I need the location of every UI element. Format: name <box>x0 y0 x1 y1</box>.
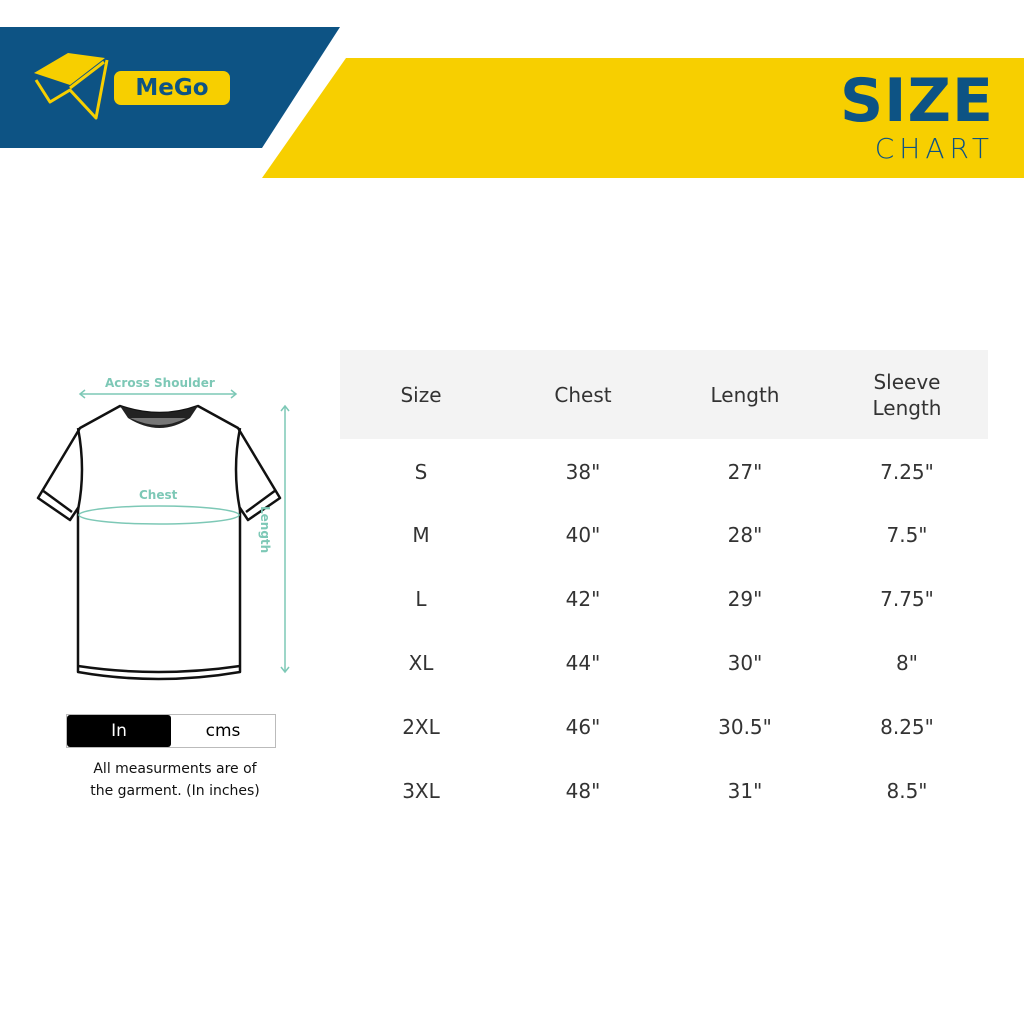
cell-sleeve: 8.5" <box>886 779 928 803</box>
cell-chest: 46" <box>565 715 601 739</box>
envelope-logo-icon <box>34 53 109 120</box>
cell-size: 2XL <box>402 715 440 739</box>
cell-length: 30" <box>727 651 763 675</box>
tshirt-diagram <box>36 389 290 681</box>
header-size: Size <box>340 350 502 439</box>
brand-logo-text: MeGo <box>114 71 230 105</box>
table-row: M 40" 28" 7.5" <box>340 503 988 567</box>
chest-label: Chest <box>139 488 178 502</box>
table-row: XL 44" 30" 8" <box>340 631 988 695</box>
cell-size: 3XL <box>402 779 440 803</box>
table-row: L 42" 29" 7.75" <box>340 567 988 631</box>
table-row: S 38" 27" 7.25" <box>340 439 988 503</box>
cell-chest: 40" <box>565 523 601 547</box>
unit-cms-button[interactable]: cms <box>205 721 241 741</box>
table-row: 2XL 46" 30.5" 8.25" <box>340 695 988 759</box>
note-line-1: All measurments are of <box>93 761 257 777</box>
cell-chest: 38" <box>565 460 601 484</box>
page-title: SIZE <box>839 66 994 136</box>
cell-sleeve: 7.5" <box>886 523 928 547</box>
across-shoulder-label: Across Shoulder <box>105 376 215 390</box>
cell-size: M <box>412 523 430 547</box>
table-row: 3XL 48" 31" 8.5" <box>340 759 988 823</box>
cell-sleeve: 8.25" <box>880 715 934 739</box>
chest-ellipse-icon <box>78 505 240 525</box>
collar-icon <box>120 406 198 428</box>
cell-chest: 48" <box>565 779 601 803</box>
unit-inches-button[interactable]: In <box>67 715 171 747</box>
size-table: Size Chest Length Sleeve Length S 38" 27" 7… <box>340 350 988 823</box>
cell-chest: 44" <box>565 651 601 675</box>
header-sleeve-length-text: Sleeve Length <box>872 369 942 420</box>
cell-size: L <box>415 587 427 611</box>
page-subtitle: CHART <box>874 132 994 165</box>
cell-size: S <box>414 460 428 484</box>
cell-sleeve: 7.75" <box>880 587 934 611</box>
header-chest: Chest <box>502 350 664 439</box>
cell-chest: 42" <box>565 587 601 611</box>
cell-sleeve: 8" <box>896 651 918 675</box>
cell-size: XL <box>408 651 434 675</box>
cell-length: 27" <box>727 460 763 484</box>
cell-length: 29" <box>727 587 763 611</box>
yellow-banner <box>262 58 1024 178</box>
note-line-2: the garment. (In inches) <box>90 783 260 799</box>
length-label: Length <box>258 506 272 554</box>
cell-sleeve: 7.25" <box>880 460 934 484</box>
cell-length: 28" <box>727 523 763 547</box>
header-length: Length <box>664 350 826 439</box>
cell-length: 31" <box>727 779 763 803</box>
cell-length: 30.5" <box>718 715 772 739</box>
unit-toggle[interactable]: In cms <box>66 714 276 748</box>
measurement-note: All measurments are of the garment. (In … <box>60 758 290 802</box>
tshirt-outline-icon <box>36 404 282 681</box>
header-sleeve-length: Sleeve Length <box>826 350 988 439</box>
table-header-row: Size Chest Length Sleeve Length <box>340 350 988 439</box>
